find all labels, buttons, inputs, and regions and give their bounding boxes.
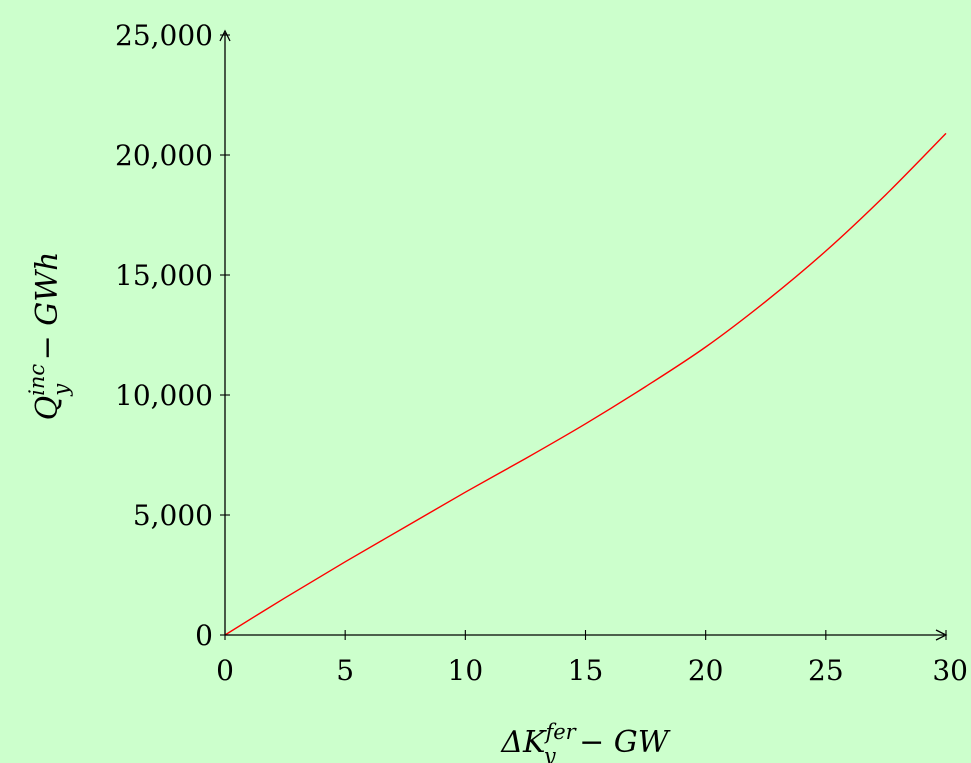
- x-tick-label: 30: [932, 654, 968, 687]
- y-axis-title-subscript: y: [49, 383, 73, 397]
- x-axis-title-subscript: y: [543, 744, 557, 763]
- y-tick-label: 20,000: [115, 139, 213, 172]
- x-tick-label: 20: [688, 654, 724, 687]
- x-axis-title-main: ΔK: [500, 725, 547, 760]
- x-tick-label: 0: [216, 654, 234, 687]
- x-axis-title-unit: − GW: [570, 725, 671, 760]
- y-tick-label: 10,000: [115, 379, 213, 412]
- y-tick-label: 25,000: [115, 19, 213, 52]
- x-tick-label: 25: [808, 654, 844, 687]
- y-axis-title-main: Q: [30, 396, 65, 421]
- x-tick-label: 10: [448, 654, 484, 687]
- y-tick-label: 5,000: [133, 499, 213, 532]
- y-axis-title-unit: − GWh: [30, 252, 65, 370]
- y-tick-label: 15,000: [115, 259, 213, 292]
- x-tick-label: 15: [568, 654, 604, 687]
- x-axis-title: ΔKfer y − GW: [500, 720, 670, 763]
- y-tick-label: 0: [195, 619, 213, 652]
- x-tick-label: 5: [336, 654, 354, 687]
